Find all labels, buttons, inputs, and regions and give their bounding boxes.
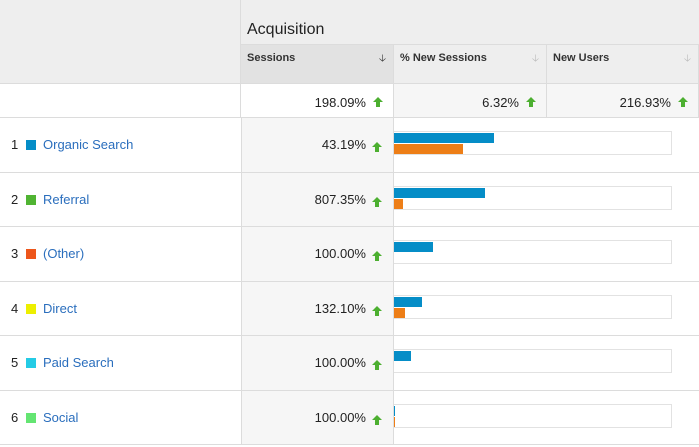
sessions-value: 132.10% — [314, 300, 366, 316]
table-row: 3 (Other) 100.00% — [0, 227, 699, 282]
up-arrow-icon — [526, 97, 536, 107]
table-row: 5 Paid Search 100.00% — [0, 336, 699, 391]
header-spacer — [0, 0, 241, 84]
row-number: 4 — [11, 300, 19, 316]
sessions-value: 807.35% — [314, 191, 366, 207]
legend-swatch — [26, 303, 36, 314]
table-row: 1 Organic Search 43.19% — [0, 118, 699, 173]
up-arrow-icon — [372, 248, 382, 261]
sessions-cell: 100.00% — [241, 227, 394, 281]
comparison-bars — [394, 349, 672, 373]
sessions-value: 100.00% — [314, 409, 366, 425]
sort-desc-icon[interactable]: 🡣 — [378, 53, 386, 64]
legend-swatch — [26, 249, 36, 259]
column-header-sessions[interactable]: Sessions 🡣 — [241, 45, 394, 84]
sessions-cell: 100.00% — [241, 390, 394, 444]
comparison-bars — [394, 240, 672, 264]
sort-icon[interactable]: 🡣 — [531, 53, 539, 64]
row-number: 5 — [11, 355, 19, 370]
sessions-cell: 132.10% — [241, 281, 394, 335]
comparison-bars — [394, 403, 672, 428]
bar-new-users — [394, 144, 464, 154]
total-value: 6.32% — [482, 95, 519, 110]
channel-link[interactable]: Organic Search — [43, 137, 134, 152]
sessions-cell: 807.35% — [241, 172, 394, 226]
up-arrow-icon — [678, 97, 688, 107]
total-new-sessions: 6.32% — [394, 84, 547, 118]
legend-swatch — [26, 412, 36, 423]
row-number: 6 — [11, 409, 19, 425]
bar-new-sessions — [394, 133, 494, 143]
comparison-bars — [394, 131, 672, 155]
sessions-value: 100.00% — [314, 246, 366, 261]
sessions-value: 43.19% — [321, 137, 366, 152]
legend-swatch — [26, 358, 36, 368]
totals-row-label — [0, 84, 241, 118]
up-arrow-icon — [372, 412, 382, 425]
column-header-new-sessions[interactable]: % New Sessions 🡣 — [394, 45, 547, 84]
total-sessions: 198.09% — [241, 84, 394, 118]
channel-link[interactable]: Paid Search — [43, 355, 114, 370]
up-arrow-icon — [372, 303, 382, 316]
table-row: 6 Social 100.00% — [0, 390, 699, 445]
channel-link[interactable]: Social — [43, 409, 79, 425]
up-arrow-icon — [373, 97, 383, 107]
legend-swatch — [26, 140, 36, 150]
bar-new-sessions — [394, 296, 422, 307]
up-arrow-icon — [372, 194, 382, 207]
row-number: 2 — [11, 191, 19, 207]
row-number: 1 — [11, 137, 19, 152]
sessions-cell: 100.00% — [241, 336, 394, 390]
sort-icon[interactable]: 🡣 — [683, 53, 691, 64]
row-number: 3 — [11, 246, 19, 261]
bar-new-sessions — [394, 187, 486, 198]
channel-link[interactable]: Direct — [43, 300, 77, 316]
total-value: 216.93% — [619, 95, 671, 110]
column-group-header — [241, 0, 699, 45]
total-new-users: 216.93% — [547, 84, 699, 118]
group-title: Acquisition — [247, 21, 325, 38]
column-label: New Users — [553, 52, 610, 64]
bar-new-sessions — [394, 351, 411, 361]
table-row: 2 Referral 807.35% — [0, 172, 699, 227]
sessions-cell: 43.19% — [241, 118, 394, 172]
bar-new-users — [394, 307, 406, 318]
table-row: 4 Direct 132.10% — [0, 281, 699, 336]
column-header-new-users[interactable]: New Users 🡣 — [547, 45, 699, 84]
total-value: 198.09% — [314, 95, 366, 110]
bar-new-users — [394, 416, 396, 427]
channel-link[interactable]: (Other) — [43, 246, 85, 261]
bar-new-sessions — [394, 242, 433, 252]
bar-new-users — [394, 198, 404, 209]
sessions-value: 100.00% — [314, 355, 366, 370]
column-label: % New Sessions — [400, 52, 487, 64]
bar-new-sessions — [394, 405, 396, 416]
up-arrow-icon — [372, 357, 382, 370]
legend-swatch — [26, 194, 36, 205]
channel-link[interactable]: Referral — [43, 191, 90, 207]
comparison-bars — [394, 185, 672, 210]
comparison-bars — [394, 294, 672, 319]
column-label: Sessions — [247, 52, 296, 64]
up-arrow-icon — [372, 139, 382, 152]
